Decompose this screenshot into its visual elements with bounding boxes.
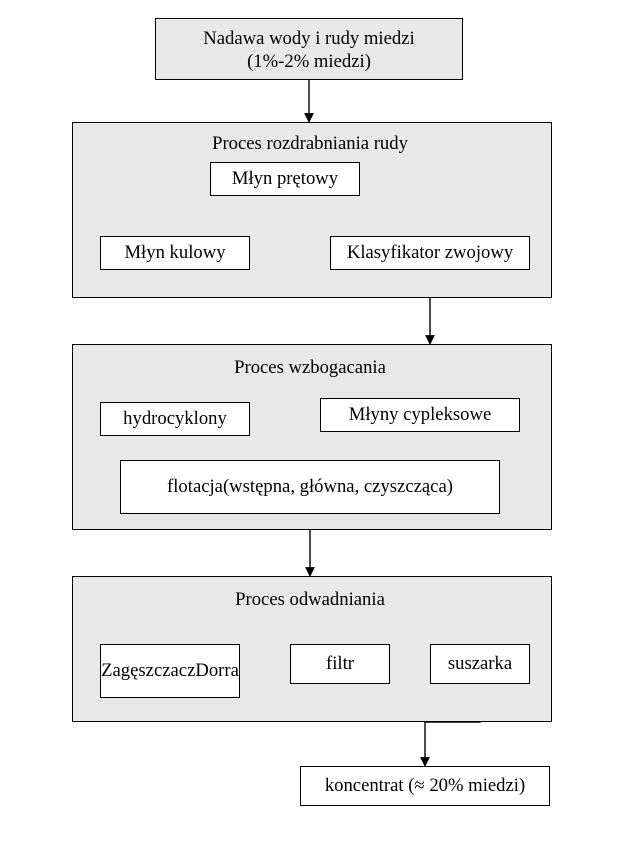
node-n_rod: Młyn prętowy [210,162,360,196]
node-n_dorr: ZagęszczaczDorra [100,644,240,698]
node-n_filtr: filtr [290,644,390,684]
title-t_grind: Proces rozdrabniania rudy [180,132,440,155]
flowchart-canvas: Nadawa wody i rudy miedzi(1%-2% miedzi) P… [0,0,643,849]
title-t_dewater: Proces odwadniania [200,588,420,611]
node-n_hydro: hydrocyklony [100,402,250,436]
node-n_class: Klasyfikator zwojowy [330,236,530,270]
node-n_conc: koncentrat (≈ 20% miedzi) [300,766,550,806]
title-t_input: Nadawa wody i rudy miedzi(1%-2% miedzi) [170,27,448,74]
title-t_enrich: Proces wzbogacania [200,356,420,379]
node-n_dry: suszarka [430,644,530,684]
node-n_ball: Młyn kulowy [100,236,250,270]
node-n_flot: flotacja(wstępna, główna, czyszcząca) [120,460,500,514]
node-n_cyplex: Młyny cypleksowe [320,398,520,432]
